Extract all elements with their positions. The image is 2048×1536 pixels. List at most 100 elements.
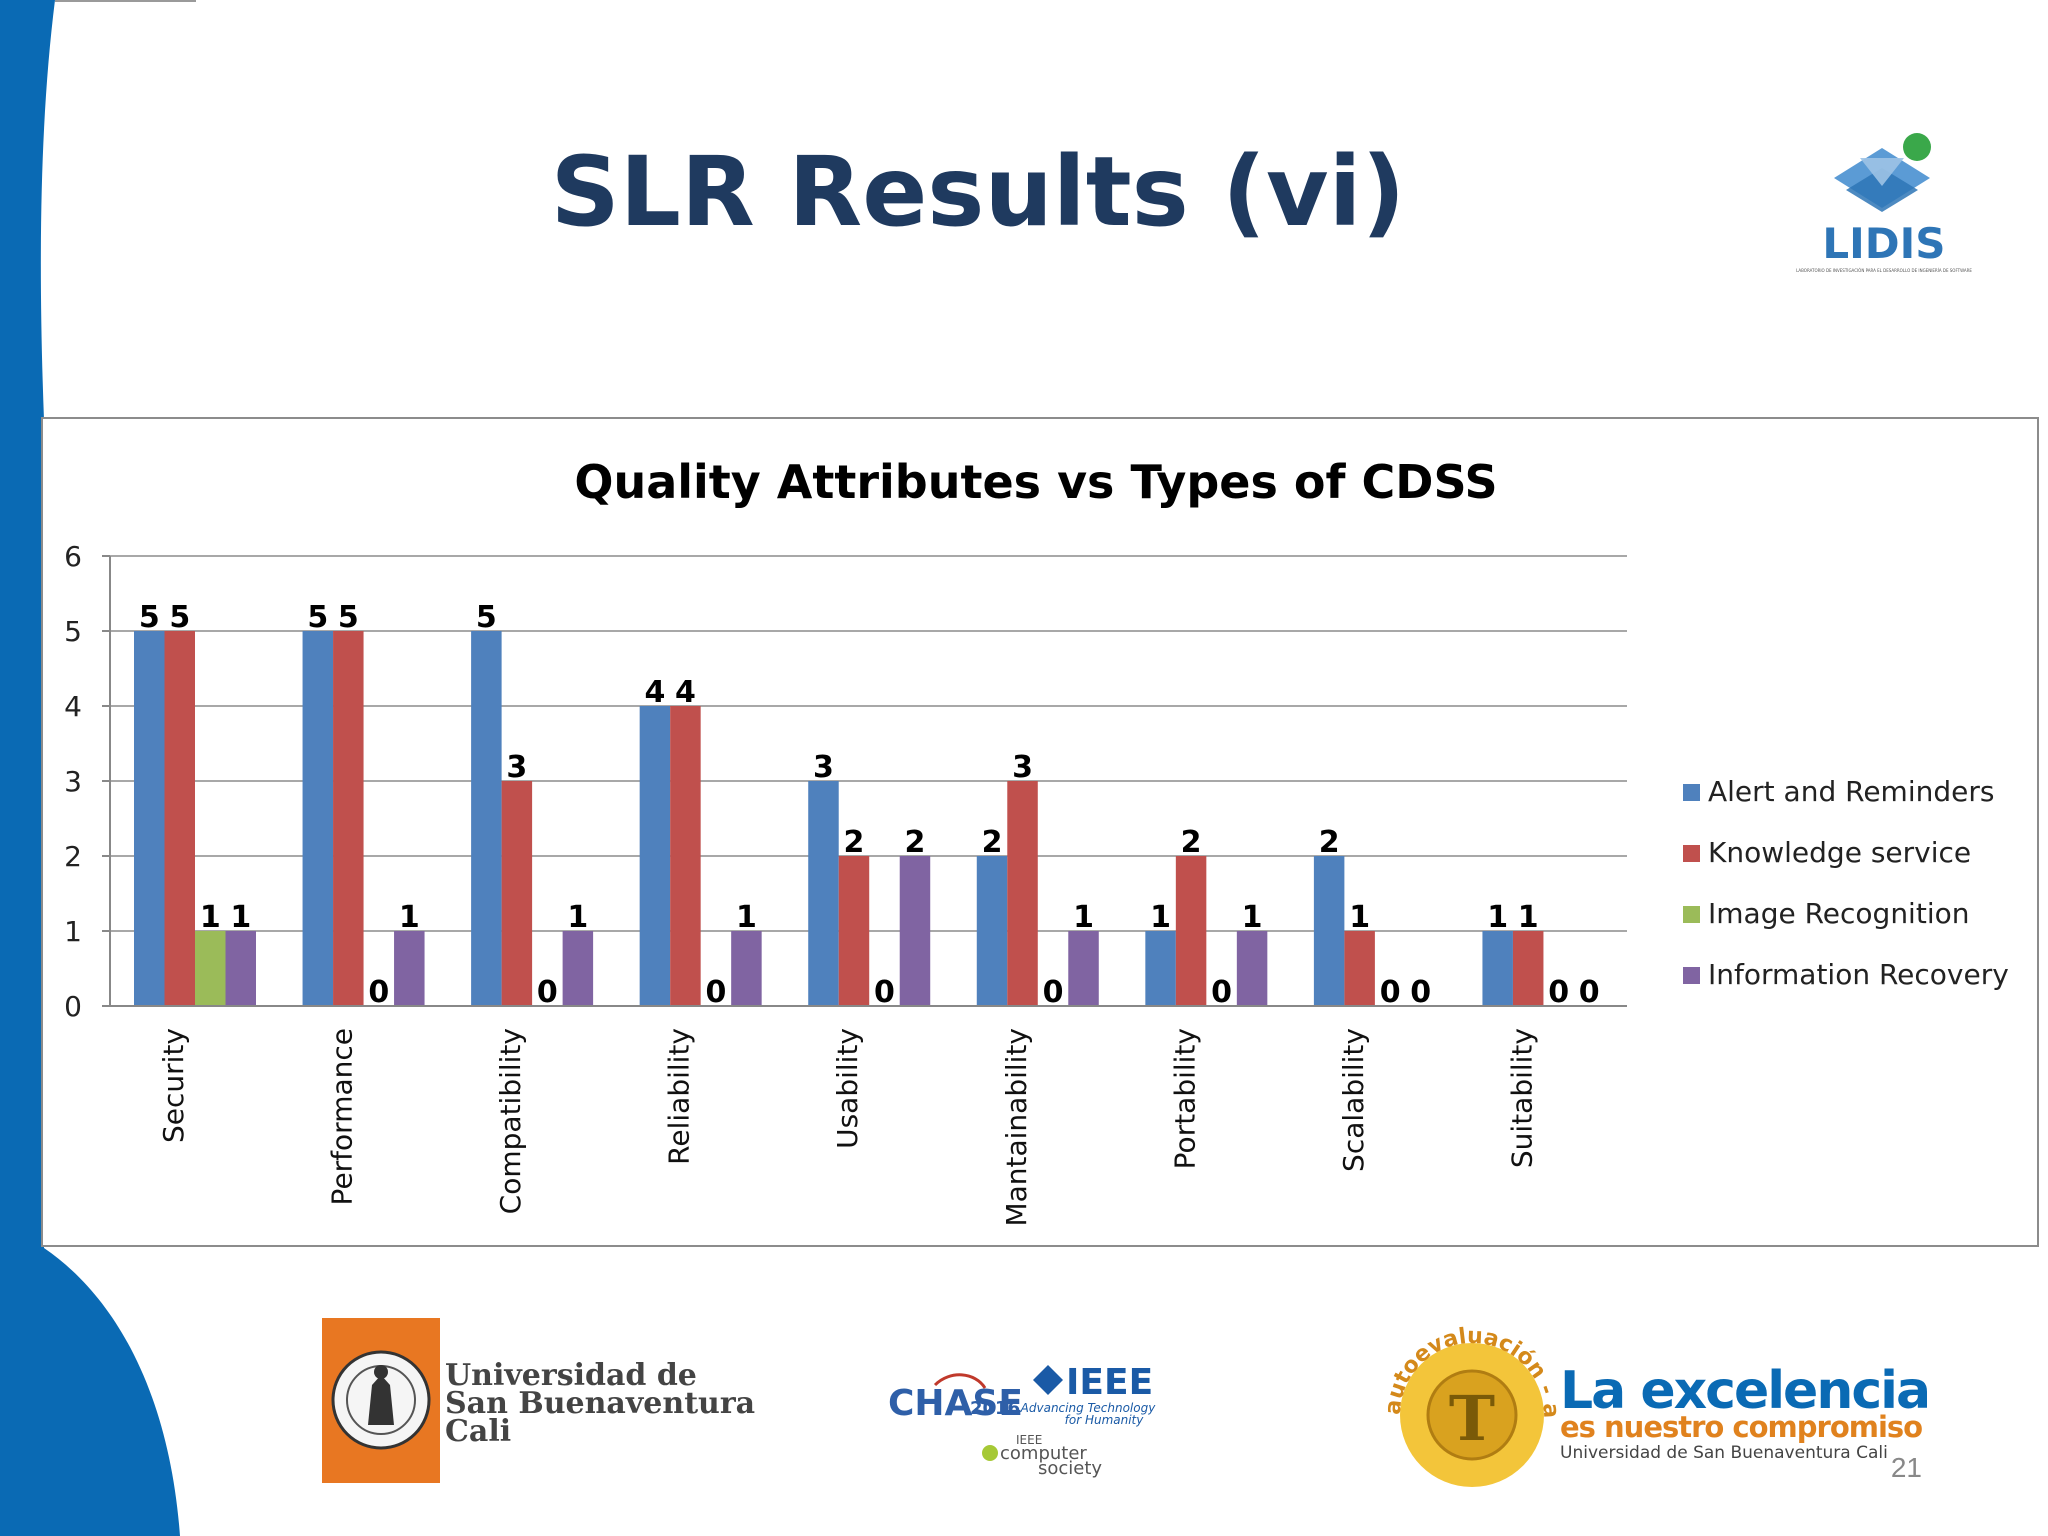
- bar-data-label: 0: [368, 975, 389, 1010]
- ieee-tagline-2: for Humanity: [1065, 1413, 1145, 1427]
- slide-title: SLR Results (vi): [551, 136, 1406, 248]
- y-tick-label: 6: [64, 540, 82, 573]
- bar-data-label: 1: [200, 900, 221, 935]
- usb-logo: Universidad de San Buenaventura Cali: [322, 1318, 755, 1483]
- bar: [1068, 931, 1099, 1006]
- lidis-logo: LIDIS LABORATORIO DE INVESTIGACIÓN PARA …: [1796, 133, 1972, 273]
- legend-label: Image Recognition: [1708, 897, 1969, 930]
- bar-data-label: 0: [1380, 975, 1401, 1010]
- bar-data-label: 2: [844, 825, 865, 860]
- y-tick-label: 1: [64, 915, 82, 948]
- x-axis-categories: Security Performance Compatibility Reliabil…: [157, 1028, 1538, 1227]
- bar-data-label: 3: [813, 750, 834, 785]
- legend-label: Knowledge service: [1708, 836, 1971, 869]
- bar: [501, 781, 533, 1006]
- usb-name-line1: Universidad de: [445, 1358, 697, 1393]
- bar-data-label: 0: [1211, 975, 1232, 1010]
- bar-data-label: 1: [736, 900, 757, 935]
- bar-data-label: 2: [982, 825, 1003, 860]
- bar: [394, 931, 425, 1006]
- y-tick-label: 5: [64, 615, 82, 648]
- bar: [1175, 856, 1207, 1006]
- x-category-label: Mantainability: [1000, 1028, 1033, 1227]
- x-category-label: Performance: [326, 1028, 359, 1205]
- bar-data-label: 1: [1487, 900, 1508, 935]
- bar-data-label: 5: [139, 600, 160, 635]
- cs-line0: IEEE: [1016, 1433, 1042, 1447]
- bar: [164, 631, 195, 1006]
- cs-line2: society: [1038, 1458, 1102, 1479]
- bar-data-label: 5: [338, 600, 359, 635]
- bar: [838, 856, 870, 1006]
- usb-name-line2: San Buenaventura: [445, 1386, 755, 1421]
- ieee-logo: IEEE: [1066, 1362, 1153, 1403]
- bar: [302, 631, 334, 1006]
- x-category-label: Portability: [1168, 1028, 1201, 1169]
- lidis-subtitle: LABORATORIO DE INVESTIGACIÓN PARA EL DES…: [1796, 268, 1972, 273]
- x-category-label: Suitability: [1505, 1028, 1538, 1168]
- bar-data-label: 0: [874, 975, 895, 1010]
- chart-title: Quality Attributes vs Types of CDSS: [574, 455, 1497, 509]
- bar: [639, 706, 671, 1006]
- bar-data-label: 1: [1518, 900, 1539, 935]
- slogan-line3: Universidad de San Buenaventura Cali: [1560, 1443, 1888, 1463]
- y-tick-label: 0: [64, 990, 82, 1023]
- bar-data-label: 5: [307, 600, 328, 635]
- excellence-slogan: La excelencia es nuestro compromiso Univ…: [1560, 1361, 1931, 1463]
- bar-data-label: 1: [1242, 900, 1263, 935]
- bar-data-label: 3: [1012, 750, 1033, 785]
- bar: [471, 631, 502, 1006]
- chase-logo: CHASE: [888, 1383, 1023, 1424]
- ieee-tagline-1: Advancing Technology: [1020, 1401, 1157, 1415]
- x-category-label: Security: [157, 1028, 190, 1143]
- x-category-label: Scalability: [1337, 1028, 1370, 1172]
- bar-data-label: 0: [1410, 975, 1431, 1010]
- bar: [225, 931, 256, 1006]
- slogan-line1: La excelencia: [1560, 1361, 1929, 1421]
- cs-line1: computer: [1000, 1443, 1087, 1464]
- bar: [731, 931, 762, 1006]
- bar-data-label: 1: [1073, 900, 1094, 935]
- bar-data-label: 5: [169, 600, 190, 635]
- bar: [899, 856, 931, 1006]
- bar-data-label: 1: [567, 900, 588, 935]
- bar-data-label: 0: [1548, 975, 1569, 1010]
- chase-year: 2016: [970, 1398, 1020, 1419]
- chart-legend: Alert and Reminders Knowledge service Imag…: [1683, 775, 2009, 991]
- x-category-label: Usability: [831, 1028, 864, 1149]
- page-number: 21: [1891, 1452, 1922, 1483]
- bar: [1512, 931, 1544, 1006]
- bar-data-label: 0: [1043, 975, 1064, 1010]
- legend-swatch: [1683, 845, 1700, 862]
- ieee-diamond-icon: [1033, 1365, 1063, 1395]
- bar: [1145, 931, 1176, 1006]
- bar-data-label: 1: [1150, 900, 1171, 935]
- y-tick-label: 2: [64, 840, 82, 873]
- slogan-line2: es nuestro compromiso: [1560, 1410, 1922, 1444]
- legend-label: Alert and Reminders: [1708, 775, 1994, 808]
- y-tick-label: 3: [64, 765, 82, 798]
- computer-society-icon: [982, 1445, 998, 1461]
- sidebar-wave: [0, 0, 180, 1536]
- bar-data-label: 2: [1181, 825, 1202, 860]
- y-tick-label: 4: [64, 690, 82, 723]
- bar-data-label: 1: [230, 900, 251, 935]
- chart-bars: [134, 631, 1544, 1006]
- bar: [1313, 856, 1345, 1006]
- bar-data-label: 4: [644, 675, 665, 710]
- legend-swatch: [1683, 967, 1700, 984]
- bar-data-label: 0: [537, 975, 558, 1010]
- bar: [1236, 931, 1268, 1006]
- bar: [195, 931, 226, 1006]
- bar: [1007, 781, 1038, 1006]
- bar: [333, 631, 364, 1006]
- bar-data-label: 3: [506, 750, 527, 785]
- bar: [976, 856, 1008, 1006]
- bar: [808, 781, 839, 1006]
- x-category-label: Reliability: [663, 1028, 696, 1165]
- bar-data-label: 2: [905, 825, 926, 860]
- y-axis-ticks: 0 1 2 3 4 5 6: [64, 540, 110, 1023]
- bar: [562, 931, 594, 1006]
- bar-data-label: 1: [399, 900, 420, 935]
